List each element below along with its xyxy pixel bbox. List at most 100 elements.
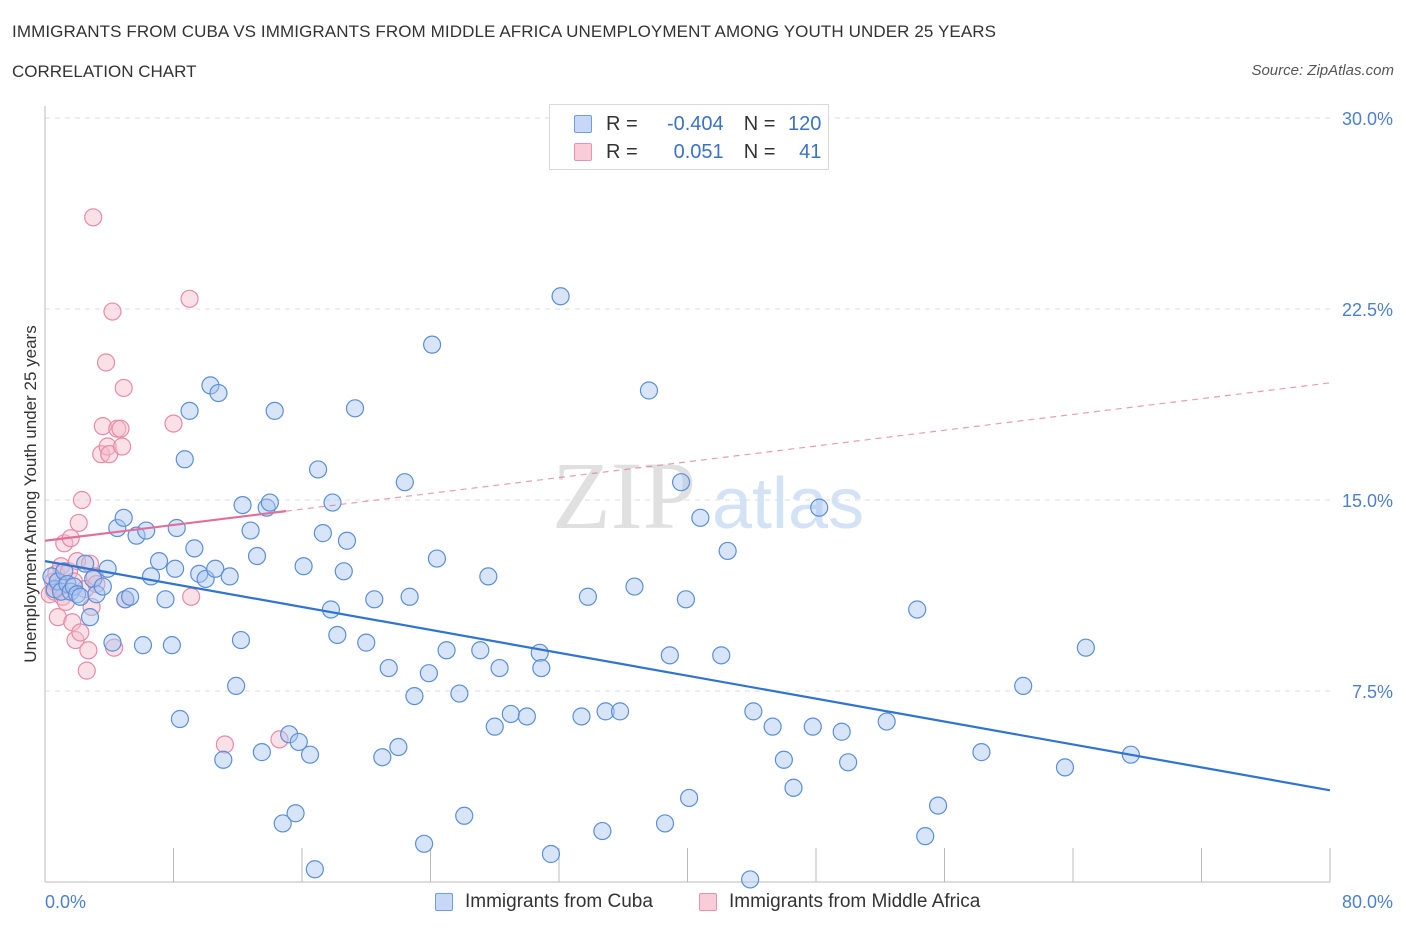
y-tick-label: 15.0% <box>1342 491 1393 511</box>
cuba-point <box>170 709 190 729</box>
africa-point <box>114 378 133 398</box>
africa-point <box>270 730 289 749</box>
bottom-swatch-cuba <box>435 893 453 911</box>
cuba-point <box>137 521 156 540</box>
cuba-point <box>572 707 591 726</box>
swatch-cuba <box>574 115 592 133</box>
cuba-point <box>676 590 695 609</box>
cuba-point <box>437 641 456 660</box>
legend-row-cuba: R = -0.404 N = 120 <box>574 112 821 136</box>
cuba-point <box>593 821 612 841</box>
cuba-point <box>252 743 271 762</box>
cuba-point <box>671 473 691 492</box>
cuba-point <box>185 539 204 558</box>
africa-point <box>111 419 130 438</box>
n-value-cuba: 120 <box>788 112 822 135</box>
y-tick-label: 30.0% <box>1342 109 1393 129</box>
cuba-point <box>596 702 615 721</box>
africa-point <box>96 353 116 372</box>
cuba-point <box>305 860 324 879</box>
cuba-point <box>680 788 699 808</box>
cuba-point <box>712 646 731 665</box>
cuba-point <box>273 814 292 833</box>
cuba-point <box>241 521 260 540</box>
cuba-point <box>501 704 520 724</box>
watermark-atlas: atlas <box>712 464 864 544</box>
y-tick-label: 22.5% <box>1342 300 1393 320</box>
cuba-point <box>156 590 175 609</box>
bottom-legend-africa-label: Immigrants from Middle Africa <box>729 891 981 912</box>
cuba-point <box>265 401 284 420</box>
cuba-point <box>517 707 536 726</box>
cuba-point <box>419 664 438 683</box>
africa-point <box>72 490 92 510</box>
cuba-point <box>1014 676 1033 696</box>
cuba-point <box>300 745 320 764</box>
africa-point <box>103 302 122 321</box>
tick-labels: 7.5% 15.0% 22.5% 30.0% 0.0% 80.0% <box>45 109 1393 912</box>
cuba-point <box>286 804 305 823</box>
swatch-middle-africa <box>574 143 592 161</box>
n-value-middle-africa: 41 <box>799 140 822 163</box>
r-value-cuba: -0.404 <box>666 112 724 135</box>
cuba-point <box>289 732 308 752</box>
cuba-point <box>334 562 353 581</box>
trend-lines <box>44 382 1331 792</box>
africa-point <box>112 437 132 456</box>
watermark-zip: ZIP <box>552 442 696 549</box>
africa-point <box>77 661 96 680</box>
africa-point <box>180 289 199 308</box>
axes <box>44 106 1331 883</box>
cuba-point <box>774 750 793 769</box>
cuba-point <box>345 399 365 418</box>
cuba-point <box>114 508 133 527</box>
cuba-point <box>1055 758 1075 777</box>
africa-point <box>93 417 112 436</box>
africa-point <box>84 208 103 227</box>
legend-row-middle-africa: R = 0.051 N = 41 <box>574 140 821 164</box>
cuba-point <box>209 383 228 403</box>
cuba-point <box>839 753 858 772</box>
cuba-point <box>928 796 948 815</box>
cuba-point <box>625 577 644 596</box>
cuba-point <box>389 737 408 757</box>
cuba-point <box>916 827 935 846</box>
cuba-point <box>405 686 424 706</box>
cuba-point <box>763 717 782 736</box>
africa-point <box>69 513 88 533</box>
r-label-cuba: R = <box>606 112 638 135</box>
y-axis-label: Unemployment Among Youth under 25 years <box>21 325 40 662</box>
bottom-swatch-middle-africa <box>699 893 717 911</box>
cuba-point <box>220 567 239 586</box>
cuba-point <box>655 814 675 833</box>
x-tick-label-max: 80.0% <box>1342 892 1393 912</box>
africa-point <box>98 437 117 456</box>
cuba-point <box>260 493 279 512</box>
cuba-point <box>149 552 169 571</box>
cuba-point <box>972 743 991 762</box>
cuba-point <box>471 641 490 660</box>
cuba-point <box>308 460 328 479</box>
cuba-point <box>578 587 598 606</box>
cuba-point <box>832 722 851 741</box>
cuba-point <box>423 335 442 354</box>
cuba-point <box>167 518 186 538</box>
cuba-point <box>206 559 225 578</box>
cuba-point <box>80 608 100 627</box>
bottom-legend-cuba: Immigrants from Cuba <box>435 890 653 914</box>
cuba-point <box>395 473 414 492</box>
africa-point <box>79 641 98 660</box>
watermark: ZIP atlas <box>552 442 864 549</box>
n-label-middle-africa: N = <box>743 140 776 163</box>
cuba-point <box>908 600 927 619</box>
cuba-point <box>1076 638 1095 657</box>
cuba-point <box>233 495 252 515</box>
cuba-point <box>784 778 803 797</box>
cuba-point <box>741 870 760 889</box>
cuba-point <box>744 702 763 721</box>
chart-subtitle: CORRELATION CHART <box>12 62 197 81</box>
cuba-point <box>68 585 87 604</box>
cuba-point <box>231 630 251 650</box>
r-value-middle-africa: 0.051 <box>673 140 724 163</box>
